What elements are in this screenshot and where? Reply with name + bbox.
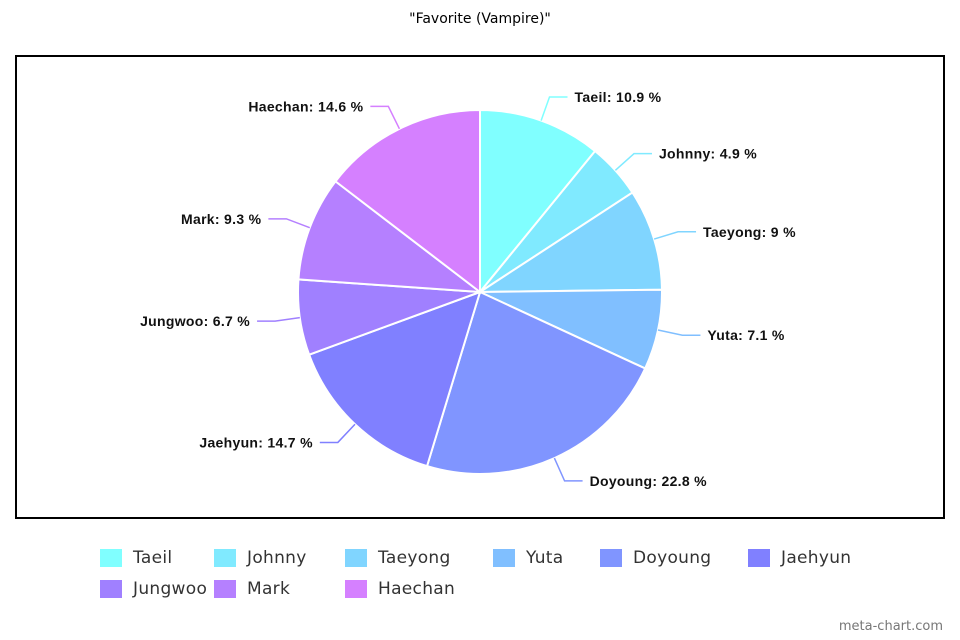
slice-label-haechan: Haechan: 14.6 % (248, 98, 363, 114)
legend-swatch (214, 549, 236, 567)
legend-label: Jaehyun (781, 548, 852, 568)
legend-item-jaehyun[interactable]: Jaehyun (748, 546, 851, 570)
legend-label: Doyoung (633, 548, 712, 568)
watermark: meta-chart.com (838, 619, 943, 634)
legend-swatch (345, 549, 367, 567)
legend-swatch (214, 580, 236, 598)
slice-label-jaehyun: Jaehyun: 14.7 % (199, 434, 313, 450)
leader-line-yuta (657, 329, 701, 336)
leader-line-mark (268, 218, 311, 229)
legend-swatch (600, 549, 622, 567)
plot-frame: Taeil: 10.9 % Johnny: 4.9 % Taeyong: 9 % Yu… (15, 55, 945, 519)
legend-item-yuta[interactable]: Yuta (493, 546, 564, 570)
leader-line-johnny (614, 152, 652, 171)
legend-label: Johnny (247, 548, 307, 568)
legend-swatch (345, 580, 367, 598)
leader-line-jaehyun (319, 423, 356, 444)
chart-title: "Favorite (Vampire)" (409, 11, 551, 27)
legend-item-haechan[interactable]: Haechan (345, 577, 455, 601)
legend-label: Taeil (133, 548, 173, 568)
legend-item-taeil[interactable]: Taeil (100, 546, 172, 570)
legend-label: Mark (247, 579, 291, 599)
pie-slice-haechan[interactable] (334, 108, 481, 295)
legend-item-taeyong[interactable]: Taeyong (345, 546, 451, 570)
slice-label-taeil: Taeil: 10.9 % (575, 89, 662, 105)
slice-label-doyoung: Doyoung: 22.8 % (590, 473, 708, 489)
leader-line-haechan (370, 105, 401, 130)
pie-slice-mark[interactable] (297, 179, 484, 294)
leader-line-doyoung (553, 457, 583, 482)
legend-swatch (748, 549, 770, 567)
leader-line-jungwoo (257, 316, 300, 322)
legend-swatch (100, 549, 122, 567)
slice-label-jungwoo: Jungwoo: 6.7 % (140, 313, 250, 329)
pie-slice-jaehyun[interactable] (307, 290, 482, 468)
leader-line-taeil (540, 96, 568, 121)
legend-item-mark[interactable]: Mark (214, 577, 290, 601)
slice-label-mark: Mark: 9.3 % (181, 211, 262, 227)
legend-item-johnny[interactable]: Johnny (214, 546, 307, 570)
legend-item-doyoung[interactable]: Doyoung (600, 546, 711, 570)
slice-label-yuta: Yuta: 7.1 % (707, 327, 784, 343)
legend-label: Taeyong (378, 548, 451, 568)
legend-label: Jungwoo (133, 579, 208, 599)
legend-label: Haechan (378, 579, 456, 599)
legend-swatch (493, 549, 515, 567)
pie-chart: Taeil: 10.9 % Johnny: 4.9 % Taeyong: 9 % Yu… (140, 89, 796, 489)
legend-item-jungwoo[interactable]: Jungwoo (100, 577, 207, 601)
legend-swatch (100, 580, 122, 598)
leader-line-taeyong (653, 231, 697, 240)
legend-label: Yuta (526, 548, 564, 568)
slice-label-taeyong: Taeyong: 9 % (703, 224, 796, 240)
slice-label-johnny: Johnny: 4.9 % (659, 146, 757, 162)
